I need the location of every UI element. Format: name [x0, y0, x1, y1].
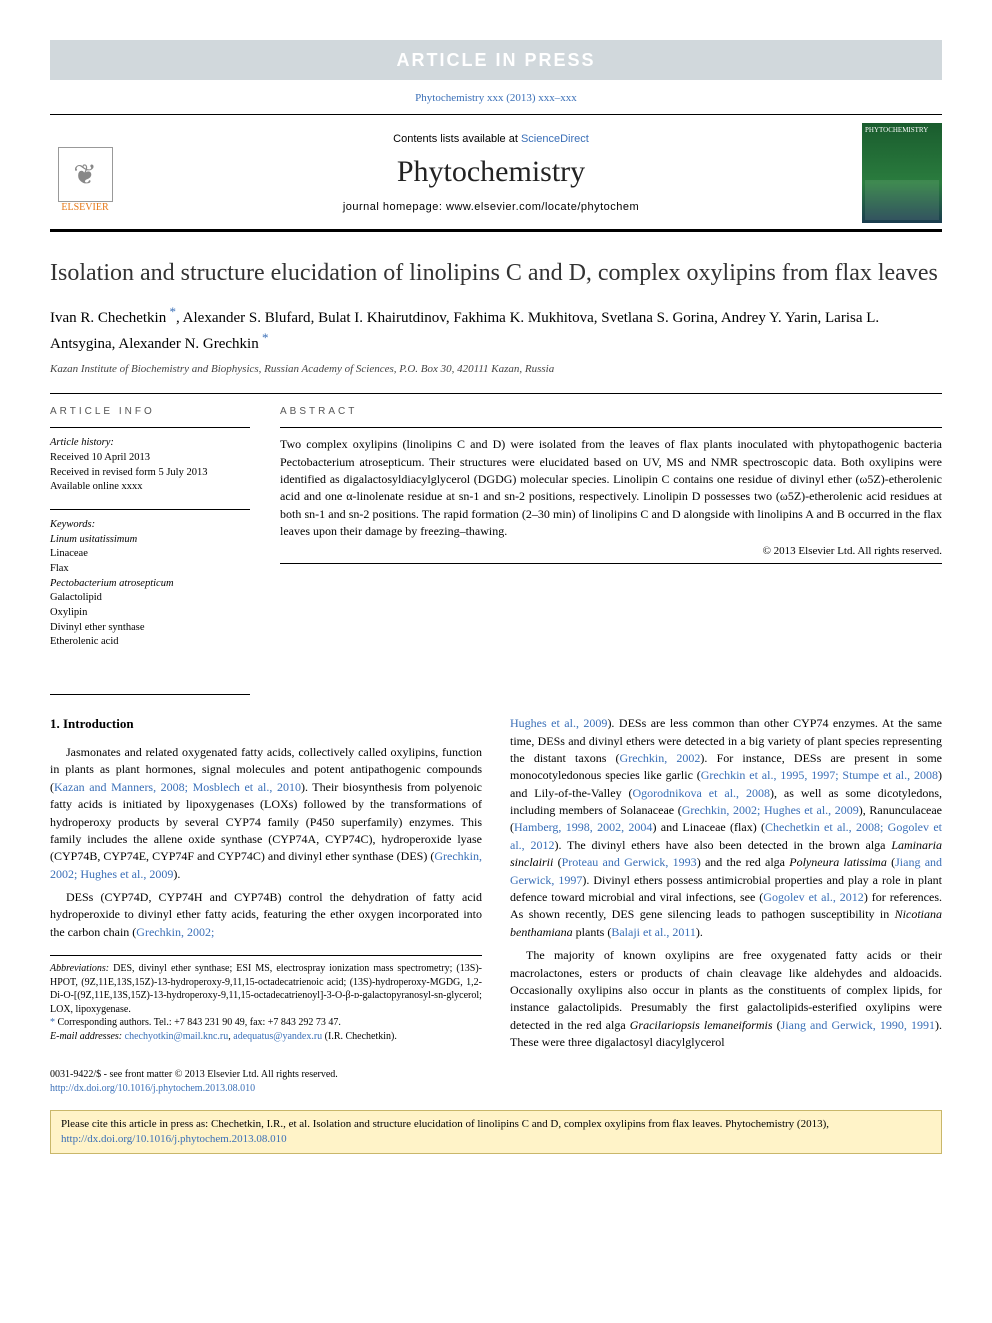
- citation-link[interactable]: Proteau and Gerwick, 1993: [562, 855, 697, 869]
- elsevier-label: ELSEVIER: [61, 202, 108, 213]
- citation-link[interactable]: Ogorodnikova et al., 2008: [633, 786, 770, 800]
- right-column: Hughes et al., 2009). DESs are less comm…: [510, 715, 942, 1057]
- author[interactable]: Bulat I. Khairutdinov: [318, 310, 446, 326]
- cover-title: PHYTOCHEMISTRY: [865, 126, 939, 134]
- abstract-head: ABSTRACT: [280, 406, 942, 417]
- citebox-doi-link[interactable]: http://dx.doi.org/10.1016/j.phytochem.20…: [61, 1133, 287, 1145]
- keyword: Oxylipin: [50, 606, 250, 621]
- email-link[interactable]: chechyotkin@mail.knc.ru: [125, 1031, 229, 1042]
- article-in-press-banner: ARTICLE IN PRESS: [50, 40, 942, 80]
- contents-line: Contents lists available at ScienceDirec…: [138, 133, 844, 145]
- citation-link[interactable]: Hamberg, 1998, 2002, 2004: [514, 820, 652, 834]
- citation-link[interactable]: Grechkin, 2002: [620, 751, 701, 765]
- sciencedirect-link[interactable]: ScienceDirect: [521, 133, 589, 145]
- keywords-label: Keywords:: [50, 518, 250, 533]
- keyword: Linum usitatissimum: [50, 533, 250, 548]
- paragraph: Jasmonates and related oxygenated fatty …: [50, 744, 482, 883]
- article-title: Isolation and structure elucidation of l…: [50, 258, 942, 289]
- corresponding-note: * Corresponding authors. Tel.: +7 843 23…: [50, 1016, 482, 1030]
- paragraph: DESs (CYP74D, CYP74H and CYP74B) control…: [50, 889, 482, 941]
- article-history: Article history: Received 10 April 2013 …: [50, 436, 250, 495]
- elsevier-logo[interactable]: ❦ ELSEVIER: [50, 133, 120, 213]
- left-column: 1. Introduction Jasmonates and related o…: [50, 715, 482, 1057]
- author[interactable]: Ivan R. Chechetkin: [50, 310, 166, 326]
- article-info-head: ARTICLE INFO: [50, 406, 250, 417]
- affiliation: Kazan Institute of Biochemistry and Biop…: [50, 363, 942, 375]
- citation-link[interactable]: Balaji et al., 2011: [611, 925, 696, 939]
- keyword: Galactolipid: [50, 591, 250, 606]
- authors-list: Ivan R. Chechetkin *, Alexander S. Blufa…: [50, 303, 942, 355]
- footnotes: Abbreviations: DES, divinyl ether syntha…: [50, 955, 482, 1043]
- email-line: E-mail addresses: chechyotkin@mail.knc.r…: [50, 1030, 482, 1044]
- history-item: Available online xxxx: [50, 480, 250, 495]
- keyword: Flax: [50, 562, 250, 577]
- corr-star-icon: *: [259, 330, 269, 345]
- citation-link[interactable]: Jiang and Gerwick, 1990, 1991: [781, 1018, 935, 1032]
- email-link[interactable]: adequatus@yandex.ru: [233, 1031, 322, 1042]
- paragraph: Hughes et al., 2009). DESs are less comm…: [510, 715, 942, 941]
- star-icon: *: [50, 1017, 58, 1028]
- banner-text: ARTICLE IN PRESS: [396, 50, 595, 71]
- paragraph: The majority of known oxylipins are free…: [510, 947, 942, 1051]
- citation-link[interactable]: Gogolev et al., 2012: [763, 890, 864, 904]
- header-center: Contents lists available at ScienceDirec…: [138, 133, 844, 213]
- homepage-url[interactable]: www.elsevier.com/locate/phytochem: [446, 201, 639, 213]
- body-two-column: 1. Introduction Jasmonates and related o…: [50, 715, 942, 1057]
- corr-star-icon: *: [166, 304, 176, 319]
- journal-name: Phytochemistry: [138, 155, 844, 189]
- section-heading: 1. Introduction: [50, 715, 482, 734]
- abbreviations: Abbreviations: DES, divinyl ether syntha…: [50, 962, 482, 1016]
- history-label: Article history:: [50, 436, 250, 451]
- article-info-column: ARTICLE INFO Article history: Received 1…: [50, 394, 250, 664]
- citation-link[interactable]: Grechkin, 2002; Hughes et al., 2009: [682, 803, 859, 817]
- citation-link[interactable]: Hughes et al., 2009: [510, 716, 607, 730]
- author[interactable]: Alexander N. Grechkin: [118, 336, 258, 352]
- keywords-block: Keywords: Linum usitatissimum Linaceae F…: [50, 518, 250, 650]
- cite-this-article-box: Please cite this article in press as: Ch…: [50, 1110, 942, 1155]
- citation-link[interactable]: Grechkin, 2002;: [136, 925, 214, 939]
- history-item: Received in revised form 5 July 2013: [50, 466, 250, 481]
- cover-image-icon: [865, 180, 939, 220]
- keyword: Etherolenic acid: [50, 635, 250, 650]
- author[interactable]: Fakhima K. Mukhitova: [453, 310, 593, 326]
- keyword: Pectobacterium atrosepticum: [50, 577, 250, 592]
- elsevier-tree-icon: ❦: [58, 147, 113, 202]
- author[interactable]: Svetlana S. Gorina: [601, 310, 714, 326]
- citation-link[interactable]: Grechkin et al., 1995, 1997; Stumpe et a…: [701, 768, 938, 782]
- homepage-line: journal homepage: www.elsevier.com/locat…: [138, 201, 844, 213]
- abstract-text: Two complex oxylipins (linolipins C and …: [280, 436, 942, 540]
- history-item: Received 10 April 2013: [50, 451, 250, 466]
- abstract-copyright: © 2013 Elsevier Ltd. All rights reserved…: [280, 545, 942, 557]
- info-abstract-row: ARTICLE INFO Article history: Received 1…: [50, 394, 942, 664]
- doi-link[interactable]: http://dx.doi.org/10.1016/j.phytochem.20…: [50, 1083, 255, 1094]
- citation-link[interactable]: Kazan and Manners, 2008; Mosblech et al.…: [54, 780, 301, 794]
- divider: [50, 694, 250, 695]
- journal-header: ❦ ELSEVIER Contents lists available at S…: [50, 114, 942, 232]
- top-citation: Phytochemistry xxx (2013) xxx–xxx: [50, 92, 942, 104]
- abstract-column: ABSTRACT Two complex oxylipins (linolipi…: [280, 394, 942, 664]
- bottom-meta: 0031-9422/$ - see front matter © 2013 El…: [50, 1068, 942, 1096]
- issn-line: 0031-9422/$ - see front matter © 2013 El…: [50, 1068, 942, 1082]
- keyword: Divinyl ether synthase: [50, 621, 250, 636]
- keyword: Linaceae: [50, 547, 250, 562]
- journal-cover-thumbnail[interactable]: PHYTOCHEMISTRY: [862, 123, 942, 223]
- author[interactable]: Alexander S. Blufard: [183, 310, 311, 326]
- author[interactable]: Andrey Y. Yarin: [721, 310, 818, 326]
